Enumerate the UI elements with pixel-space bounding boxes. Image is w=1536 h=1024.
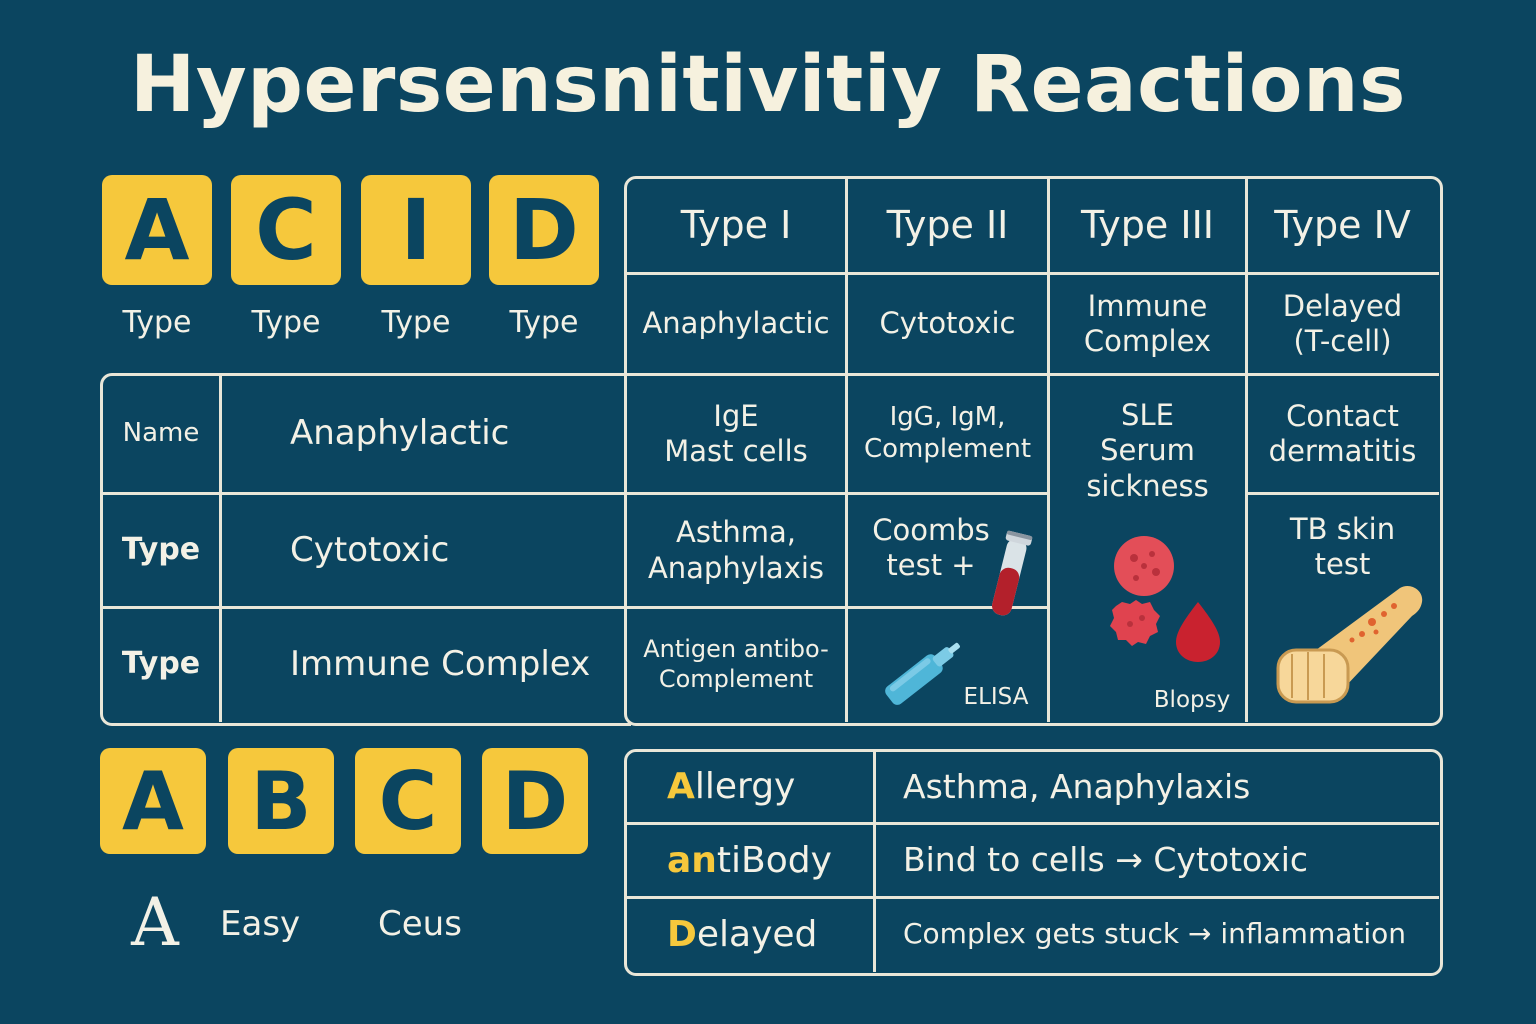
type4-examples: Contact dermatitis bbox=[1268, 398, 1417, 468]
red-blood-cell-icon bbox=[1110, 536, 1220, 662]
type1-mechanism: Antigen antibo- Complement bbox=[643, 635, 829, 693]
mnemonic-desc: Asthma, Anaphylaxis bbox=[903, 766, 1251, 806]
grid-line bbox=[1047, 178, 1050, 722]
mnemonic-highlight: D bbox=[667, 913, 697, 955]
mnemonic-desc: Bind to cells → Cytotoxic bbox=[903, 840, 1309, 880]
grid-line bbox=[626, 373, 1439, 376]
left-row-label: Type bbox=[121, 532, 201, 568]
arm-rash-icon bbox=[1276, 585, 1423, 704]
abcd-tile-a: A bbox=[100, 748, 206, 854]
left-row-value: Cytotoxic bbox=[290, 529, 450, 570]
grid-line bbox=[1245, 178, 1248, 722]
acid-tile-c: C bbox=[231, 175, 341, 285]
name-type-3: Immune Complex bbox=[1083, 288, 1212, 358]
grid-line bbox=[626, 492, 1048, 495]
grid-line bbox=[102, 492, 628, 495]
acid-tile-a: A bbox=[102, 175, 212, 285]
header-type-3: Type III bbox=[1081, 202, 1214, 247]
grid-line bbox=[102, 606, 628, 609]
grid-line bbox=[626, 896, 1439, 899]
mnemonic-desc: Complex gets stuck → inflammation bbox=[903, 917, 1407, 951]
grid-line bbox=[873, 751, 876, 972]
grid-line bbox=[219, 375, 222, 722]
grid-line bbox=[626, 606, 1048, 609]
mnemonic-highlight: A bbox=[667, 766, 695, 808]
acid-caption: Type bbox=[509, 305, 579, 340]
abcd-caption-easy: Easy bbox=[220, 904, 301, 945]
abcd-tile-d: D bbox=[482, 748, 588, 854]
left-table-frame bbox=[100, 373, 631, 726]
left-row-value: Immune Complex bbox=[290, 643, 591, 684]
grid-line bbox=[845, 178, 848, 722]
name-type-1: Anaphylactic bbox=[642, 306, 830, 341]
header-type-1: Type I bbox=[680, 202, 792, 247]
left-row-label: Name bbox=[122, 418, 200, 449]
left-row-label: Type bbox=[121, 646, 201, 682]
grid-line bbox=[626, 272, 1439, 275]
types-table-frame bbox=[624, 176, 1443, 726]
type3-examples: SLE Serum sickness bbox=[1086, 397, 1209, 503]
mnemonic-highlight: an bbox=[667, 839, 717, 881]
grid-line bbox=[1245, 492, 1439, 495]
mnemonic-table-frame bbox=[624, 749, 1443, 976]
mnemonic-term-rest: llergy bbox=[694, 766, 796, 808]
acid-tile-d: D bbox=[489, 175, 599, 285]
abcd-caption-ceus: Ceus bbox=[378, 904, 462, 945]
mnemonic-term-rest: elayed bbox=[696, 913, 818, 955]
type2-mediators: IgG, IgM, Complement bbox=[863, 402, 1032, 464]
mnemonic-term-rest: tiBody bbox=[716, 839, 832, 881]
page-title: Hypersensnitivitiy Reactions bbox=[130, 40, 1406, 130]
test-tube-icon bbox=[992, 530, 1033, 616]
type2-elisa-label: ELISA bbox=[963, 683, 1029, 710]
abcd-big-letter: A bbox=[131, 883, 179, 961]
name-type-4: Delayed (T-cell) bbox=[1282, 288, 1403, 358]
pipette-icon bbox=[885, 642, 960, 705]
type2-test: Coombs test + bbox=[872, 512, 990, 582]
name-type-2: Cytotoxic bbox=[879, 306, 1016, 341]
type3-biopsy-label: Blopsy bbox=[1153, 686, 1231, 713]
header-type-2: Type II bbox=[886, 202, 1009, 247]
acid-caption: Type bbox=[381, 305, 451, 340]
grid-line bbox=[626, 822, 1439, 825]
mnemonic-term: an tiBody bbox=[667, 825, 867, 896]
left-row-value: Anaphylactic bbox=[290, 413, 510, 454]
type4-test: TB skin test bbox=[1289, 511, 1396, 581]
abcd-tile-c: C bbox=[355, 748, 461, 854]
acid-tile-i: I bbox=[361, 175, 471, 285]
abcd-tile-b: B bbox=[228, 748, 334, 854]
acid-caption: Type bbox=[251, 305, 321, 340]
type1-examples: Asthma, Anaphylaxis bbox=[647, 515, 825, 585]
header-type-4: Type IV bbox=[1274, 202, 1411, 247]
acid-caption: Type bbox=[122, 305, 192, 340]
type1-mediators: IgE Mast cells bbox=[664, 398, 808, 468]
